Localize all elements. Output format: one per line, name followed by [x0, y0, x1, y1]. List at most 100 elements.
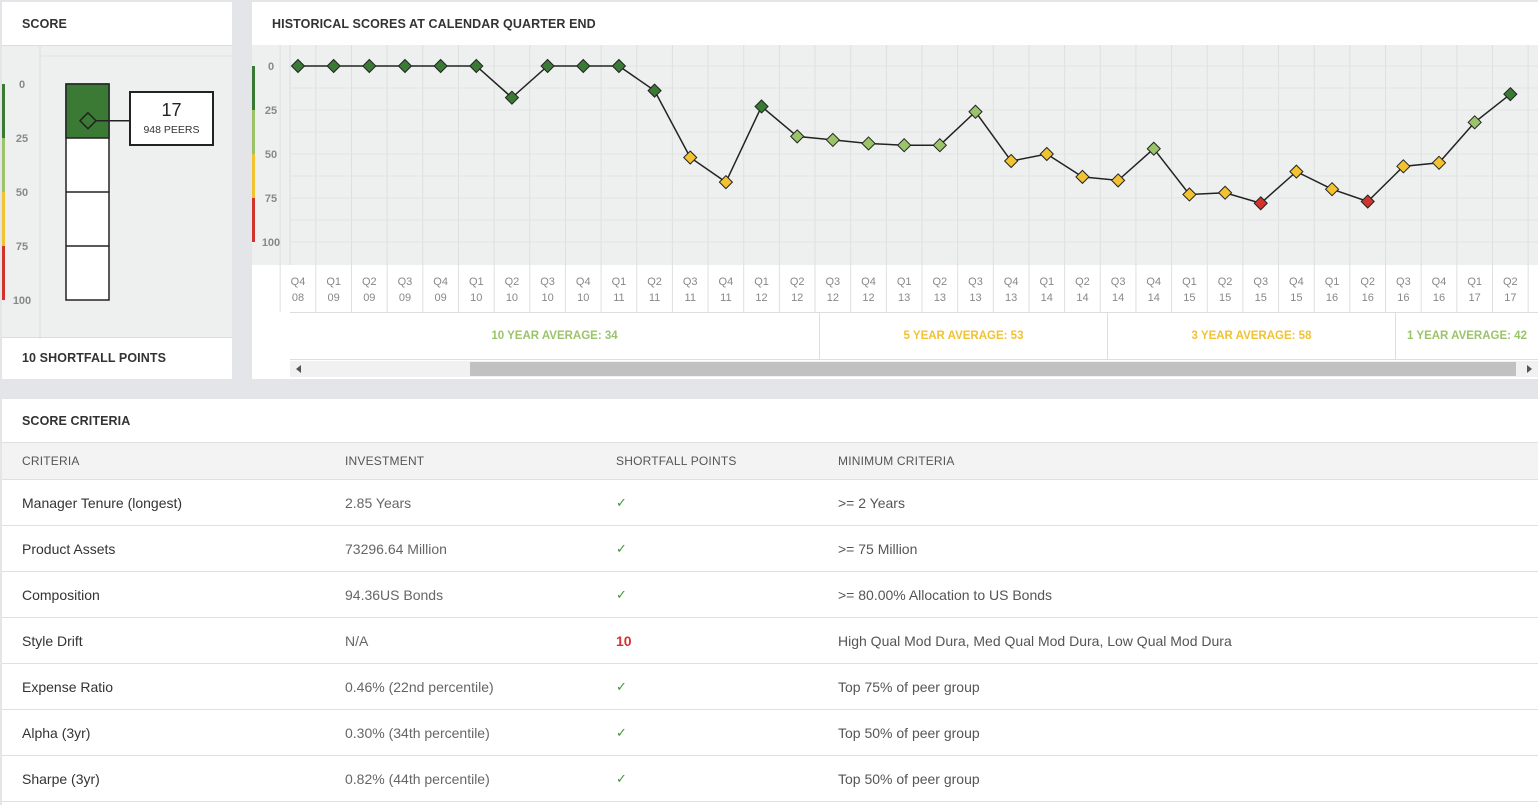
data-point-marker[interactable] — [504, 90, 520, 105]
data-point-marker[interactable] — [1146, 141, 1161, 156]
x-tick-quarter: Q2 — [790, 276, 805, 288]
x-tick-quarter: Q1 — [754, 276, 769, 288]
data-point-marker[interactable] — [1182, 187, 1197, 202]
score-panel: SCORE 0 25 50 75 100 17 948 PEERS 10 SHORTFA… — [2, 2, 232, 379]
data-point-marker[interactable] — [1324, 181, 1340, 197]
data-point-marker[interactable] — [968, 104, 983, 119]
x-tick-year: 10 — [470, 292, 482, 304]
x-tick-quarter: Q2 — [505, 276, 520, 288]
data-point-marker[interactable] — [433, 58, 448, 74]
data-point-marker[interactable] — [1431, 155, 1447, 171]
x-tick-quarter: Q4 — [1146, 276, 1161, 288]
data-point-marker[interactable] — [397, 58, 413, 74]
investment-value: 73296.64 Million — [345, 540, 447, 557]
data-point-marker[interactable] — [718, 174, 734, 190]
x-tick-quarter: Q4 — [433, 276, 448, 288]
scrollbar-thumb[interactable] — [470, 362, 1516, 376]
x-tick-year: 09 — [328, 292, 340, 304]
data-point-marker[interactable] — [611, 58, 627, 74]
data-point-marker[interactable] — [825, 132, 841, 148]
x-tick-quarter: Q2 — [1503, 276, 1518, 288]
data-point-marker[interactable] — [326, 58, 341, 74]
band-yellow — [2, 192, 5, 246]
data-point-marker[interactable] — [576, 58, 591, 74]
x-tick-year: 15 — [1255, 292, 1267, 304]
x-tick-quarter: Q3 — [1396, 276, 1411, 288]
x-tick-year: 15 — [1290, 292, 1302, 304]
x-tick-quarter: Q2 — [647, 276, 662, 288]
x-tick-quarter: Q1 — [326, 276, 341, 288]
criteria-name: Product Assets — [22, 540, 116, 557]
table-row: Alpha (3yr) 0.30% (34th percentile) ✓ To… — [2, 710, 1538, 756]
data-point-marker[interactable] — [1217, 185, 1233, 200]
chart-scrollbar[interactable] — [290, 361, 1538, 377]
x-tick-quarter: Q3 — [968, 276, 983, 288]
data-point-marker[interactable] — [1467, 115, 1482, 130]
data-point-marker[interactable] — [1003, 153, 1019, 169]
data-point-marker[interactable] — [469, 58, 484, 74]
data-point-marker[interactable] — [683, 150, 698, 165]
data-point-marker[interactable] — [1503, 86, 1518, 102]
data-point-marker[interactable] — [932, 137, 948, 153]
criteria-name: Composition — [22, 586, 100, 603]
data-point-marker[interactable] — [789, 129, 805, 144]
data-point-marker[interactable] — [1253, 196, 1268, 211]
score-marker-icon — [78, 111, 98, 130]
historical-panel-title: HISTORICAL SCORES AT CALENDAR QUARTER EN… — [272, 17, 596, 31]
data-point-marker[interactable] — [1110, 173, 1126, 188]
data-point-marker[interactable] — [754, 99, 769, 114]
x-tick-year: 13 — [934, 292, 946, 304]
scroll-left-arrow-icon[interactable] — [290, 361, 308, 377]
data-point-marker[interactable] — [647, 83, 662, 98]
data-point-marker[interactable] — [1289, 164, 1304, 179]
score-criteria-panel: SCORE CRITERIA CRITERIA INVESTMENT SHORT… — [2, 399, 1538, 805]
x-tick-year: 14 — [1076, 292, 1088, 304]
x-tick-quarter: Q1 — [897, 276, 912, 288]
column-header-investment: INVESTMENT — [345, 454, 425, 468]
investment-value: 0.30% (34th percentile) — [345, 724, 490, 741]
data-point-marker[interactable] — [1075, 169, 1090, 185]
check-icon: ✓ — [616, 540, 627, 556]
column-header-shortfall: SHORTFALL POINTS — [616, 454, 737, 468]
data-point-marker[interactable] — [362, 58, 377, 74]
x-tick-year: 10 — [506, 292, 518, 304]
data-point-marker[interactable] — [861, 136, 876, 151]
x-tick-year: 11 — [685, 292, 696, 304]
x-tick-year: 11 — [720, 292, 731, 304]
score-gauge-ticks: 0 25 50 75 100 — [13, 79, 31, 307]
shortfall-points-label: 10 SHORTFALL POINTS — [22, 351, 167, 365]
gauge-tick-label: 75 — [16, 241, 28, 253]
data-point-marker[interactable] — [896, 137, 912, 153]
avg-3-year: 3 YEAR AVERAGE: 58 — [1107, 313, 1395, 359]
data-point-marker[interactable] — [1039, 146, 1055, 162]
avg-10-year: 10 YEAR AVERAGE: 34 — [491, 330, 618, 342]
x-tick-year: 13 — [898, 292, 910, 304]
scroll-right-arrow-icon[interactable] — [1520, 361, 1538, 377]
x-tick-year: 14 — [1148, 292, 1160, 304]
x-tick-year: 12 — [827, 292, 839, 304]
data-point-marker[interactable] — [540, 58, 555, 74]
score-gauge: 0 25 50 75 100 — [2, 46, 232, 339]
x-tick-year: 14 — [1041, 292, 1053, 304]
table-row: Composition 94.36US Bonds ✓ >= 80.00% Al… — [2, 572, 1538, 618]
data-point-marker[interactable] — [1360, 194, 1375, 209]
x-tick-quarter: Q2 — [1218, 276, 1233, 288]
table-row: Sharpe (3yr) 0.82% (44th percentile) ✓ T… — [2, 756, 1538, 802]
x-tick-year: 14 — [1112, 292, 1124, 304]
avg-5-year: 5 YEAR AVERAGE: 53 — [819, 313, 1107, 359]
data-point-marker[interactable] — [1396, 159, 1411, 174]
data-point-marker[interactable] — [290, 58, 306, 74]
score-gauge-area: 0 25 50 75 100 — [2, 45, 232, 339]
x-tick-quarter: Q1 — [1325, 276, 1340, 288]
minimum-criteria: Top 50% of peer group — [838, 724, 980, 741]
check-icon: ✓ — [616, 724, 627, 740]
x-tick-quarter: Q3 — [1111, 276, 1126, 288]
check-icon: ✓ — [616, 678, 627, 694]
score-gauge-fill — [65, 83, 110, 139]
x-tick-quarter: Q1 — [612, 276, 627, 288]
x-tick-year: 13 — [969, 292, 981, 304]
investment-value: N/A — [345, 632, 369, 649]
historical-scores-panel: HISTORICAL SCORES AT CALENDAR QUARTER EN… — [252, 2, 1538, 379]
x-tick-year: 16 — [1433, 292, 1445, 304]
x-tick-year: 11 — [613, 292, 624, 304]
